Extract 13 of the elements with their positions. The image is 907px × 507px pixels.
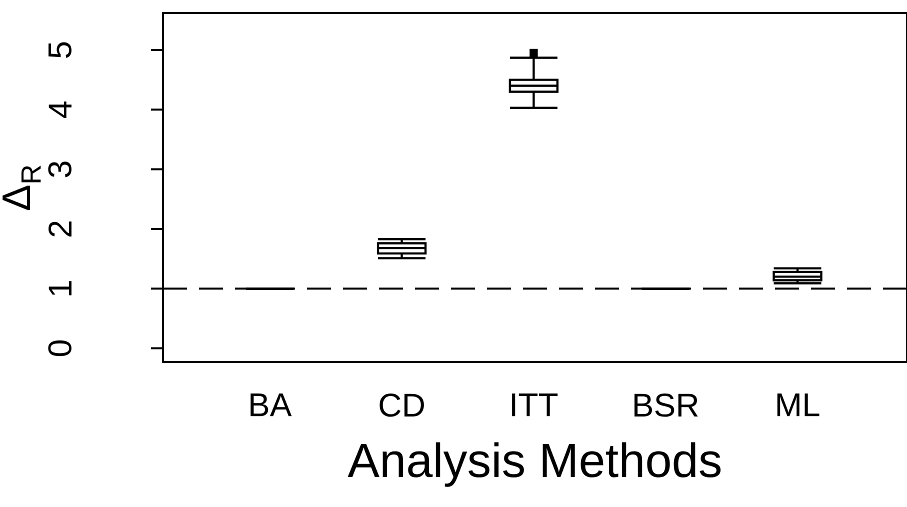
y-tick-label: 3 xyxy=(48,162,72,178)
x-tick-label: CD xyxy=(380,394,424,417)
y-tick-label: 2 xyxy=(48,221,72,236)
y-tick-label: 1 xyxy=(48,281,72,296)
x-tick-label: BA xyxy=(250,394,292,416)
x-axis-title: Analysis Methods xyxy=(348,442,721,487)
y-tick-label: 0 xyxy=(48,340,72,356)
x-tick-label: ITT xyxy=(512,394,558,416)
x-tick-label: BSR xyxy=(634,394,698,417)
y-axis-title: Δ$_{R}$ xyxy=(2,166,41,210)
y-tick-label: 5 xyxy=(48,42,72,58)
y-tick-label: 4 xyxy=(48,101,72,118)
x-tick-label: ML xyxy=(777,394,820,416)
